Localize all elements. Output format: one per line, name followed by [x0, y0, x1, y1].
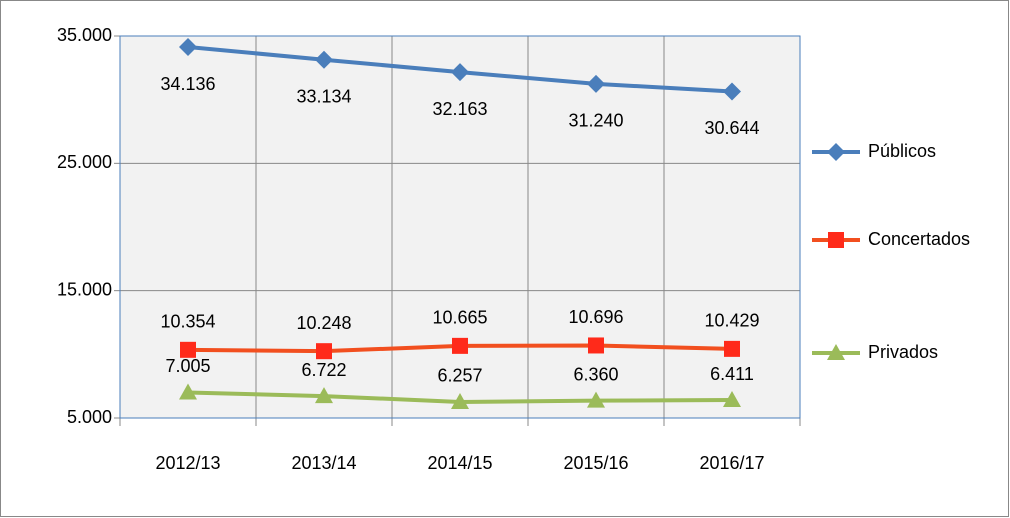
plot-area	[120, 36, 800, 418]
x-tick-label: 2012/13	[155, 453, 220, 473]
marker	[451, 392, 469, 409]
data-label: 6.360	[573, 364, 618, 384]
marker	[588, 337, 604, 354]
marker	[724, 340, 740, 357]
marker	[315, 50, 333, 69]
marker	[452, 337, 468, 354]
marker	[179, 38, 197, 57]
legend-label: Privados	[868, 342, 938, 362]
data-label: 6.722	[301, 360, 346, 380]
y-tick-label: 25.000	[57, 152, 112, 172]
data-label: 10.354	[160, 312, 215, 332]
y-tick-label: 15.000	[57, 279, 112, 299]
x-tick-label: 2013/14	[291, 453, 356, 473]
x-tick-label: 2016/17	[699, 453, 764, 473]
marker	[180, 341, 196, 358]
legend-label: Concertados	[868, 229, 970, 249]
data-label: 30.644	[704, 118, 759, 138]
marker	[587, 391, 605, 408]
data-label: 7.005	[165, 356, 210, 376]
data-label: 10.248	[296, 313, 351, 333]
legend-label: Públicos	[868, 141, 936, 161]
marker	[179, 383, 197, 400]
marker	[827, 143, 845, 161]
marker	[316, 343, 332, 360]
marker	[451, 63, 469, 82]
marker	[827, 344, 845, 360]
data-label: 34.136	[160, 74, 215, 94]
y-tick-label: 35.000	[57, 25, 112, 45]
marker	[723, 391, 741, 408]
data-label: 6.257	[437, 366, 482, 386]
data-label: 32.163	[432, 99, 487, 119]
marker	[828, 232, 844, 248]
data-label: 33.134	[296, 87, 351, 107]
data-label: 10.429	[704, 311, 759, 331]
marker	[723, 82, 741, 101]
marker	[587, 74, 605, 93]
y-tick-label: 5.000	[67, 407, 112, 427]
x-tick-label: 2014/15	[427, 453, 492, 473]
data-label: 10.696	[568, 307, 623, 327]
data-label: 31.240	[568, 111, 623, 131]
data-label: 6.411	[710, 364, 754, 384]
x-tick-label: 2015/16	[563, 453, 628, 473]
plot-border	[119, 35, 801, 419]
data-label: 10.665	[432, 308, 487, 328]
marker	[315, 387, 333, 404]
